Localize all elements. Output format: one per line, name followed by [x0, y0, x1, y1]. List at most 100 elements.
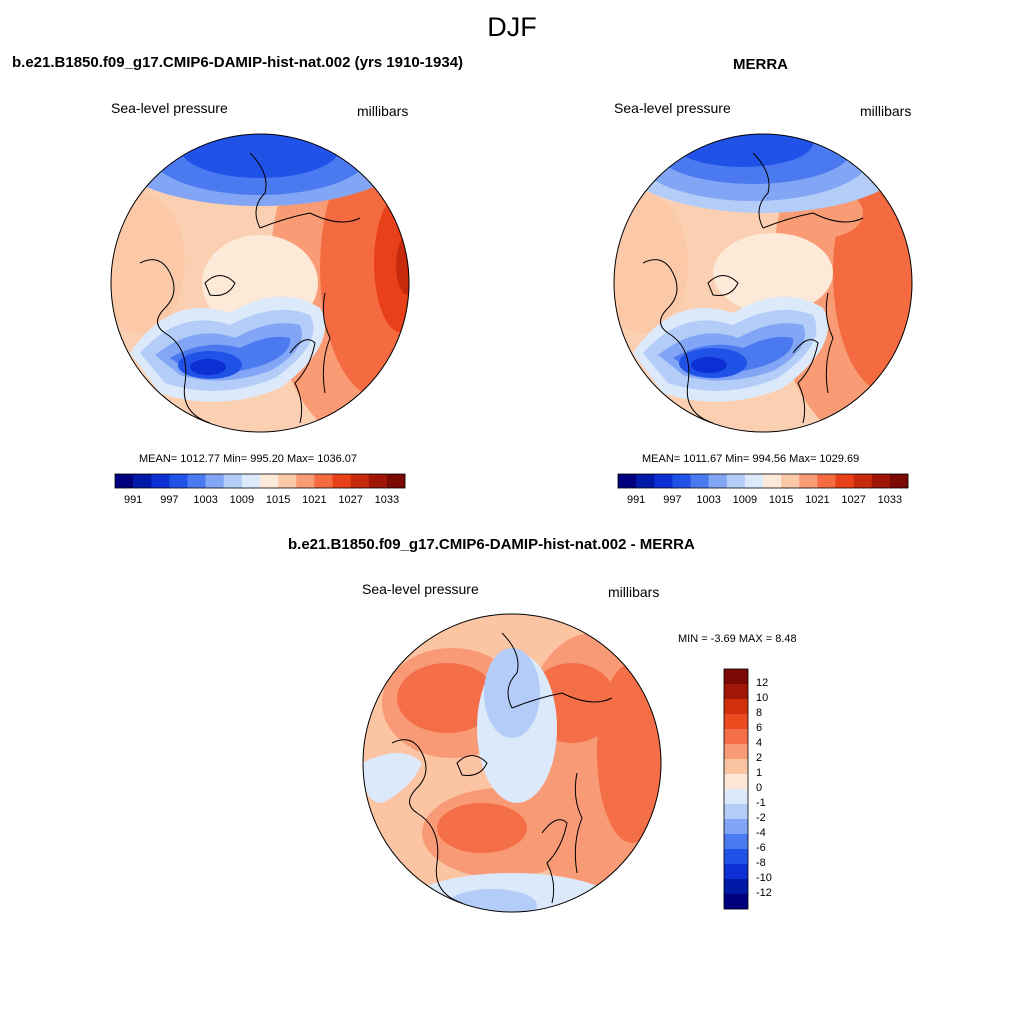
obs-units-label: millibars — [860, 103, 912, 119]
obs-colorbar-tick: 1033 — [877, 494, 903, 506]
obs-colorbar-tick: 1015 — [768, 494, 794, 506]
diff-colorbar-box — [724, 879, 748, 895]
model-colorbar-box — [260, 474, 279, 488]
model-colorbar-box — [223, 474, 243, 488]
obs-colorbar-box — [726, 474, 746, 488]
diff-colorbar-tick: 2 — [756, 752, 763, 764]
model-colorbar-frame — [114, 473, 406, 489]
obs-colorbar-box — [654, 474, 673, 488]
diff-colorbar-tick: -10 — [756, 872, 772, 884]
model-colorbar-tick: 1009 — [229, 494, 255, 506]
diff-colorbar-tick: 4 — [756, 737, 763, 749]
diff-colorbar-tick: 10 — [756, 692, 769, 704]
diff-colorbar-frame — [723, 668, 749, 910]
model-colorbar-box — [205, 474, 225, 488]
diff-colorbar-box — [724, 699, 748, 715]
model-colorbar-ticks: 991 997 1003 1009 1015 1021 1027 1033 — [115, 494, 405, 508]
obs-stats: MEAN= 1011.67 Min= 994.56 Max= 1029.69 — [642, 453, 860, 465]
model-colorbar-tick: 997 — [160, 494, 179, 506]
diff-colorbar-box — [724, 669, 748, 685]
diff-colorbar-box — [724, 789, 748, 805]
diff-colorbar-box — [724, 759, 748, 775]
diff-colorbar-tick: -2 — [756, 812, 766, 824]
obs-colorbar-box — [763, 474, 782, 488]
diff-colorbar-box — [724, 804, 748, 820]
model-colorbar-tick: 1015 — [265, 494, 291, 506]
obs-colorbar-box — [799, 474, 818, 488]
obs-colorbar-box — [708, 474, 728, 488]
diff-stats: MIN = -3.69 MAX = 8.48 — [678, 633, 797, 645]
diff-colorbar-box — [724, 714, 748, 730]
diff-colorbar-tick: 6 — [756, 722, 763, 734]
model-colorbar-box — [296, 474, 315, 488]
model-colorbar-box — [169, 474, 188, 488]
diff-colorbar-box — [724, 864, 748, 880]
obs-colorbar-box — [781, 474, 800, 488]
diff-variable-label: Sea-level pressure — [362, 581, 479, 597]
obs-colorbar-box — [618, 474, 637, 488]
season-title: DJF — [487, 12, 537, 42]
model-units-label: millibars — [357, 103, 409, 119]
obs-colorbar-box — [853, 474, 873, 488]
diff-colorbar-tick: -12 — [756, 887, 772, 899]
obs-colorbar-tick: 1021 — [805, 494, 830, 506]
model-variable-label: Sea-level pressure — [111, 100, 228, 116]
diff-colorbar-box — [724, 774, 748, 790]
model-colorbar-box — [133, 474, 152, 488]
obs-colorbar-frame — [617, 473, 909, 489]
diff-colorbar-tick: 8 — [756, 707, 763, 719]
diff-colorbar-box — [724, 819, 748, 835]
model-colorbar-box — [241, 474, 261, 488]
obs-variable-label: Sea-level pressure — [614, 100, 731, 116]
obs-colorbar-ticks: 991 997 1003 1009 1015 1021 1027 1033 — [618, 494, 908, 508]
diff-colorbar-box — [724, 744, 748, 760]
model-colorbar-box — [368, 474, 388, 488]
diff-colorbar-box — [724, 849, 748, 865]
obs-colorbar-box — [744, 474, 764, 488]
diff-colorbar-box — [724, 894, 748, 910]
obs-panel-title: MERRA — [733, 56, 788, 73]
diff-colorbar-box — [724, 684, 748, 700]
obs-colorbar-box — [636, 474, 655, 488]
diff-colorbar-tick: -4 — [756, 827, 766, 839]
diff-colorbar-box — [724, 729, 748, 745]
model-colorbar — [114, 473, 406, 489]
diff-colorbar-tick: -1 — [756, 797, 766, 809]
obs-colorbar-tick: 991 — [626, 494, 646, 506]
diff-colorbar-tick: 0 — [756, 782, 763, 794]
model-colorbar-box — [278, 474, 297, 488]
model-colorbar-box — [350, 474, 370, 488]
obs-colorbar-box — [835, 474, 854, 488]
obs-colorbar-box — [889, 474, 909, 488]
model-colorbar-box — [314, 474, 333, 488]
model-colorbar-tick: 1033 — [374, 494, 400, 506]
diff-colorbar-ticks: 12 10 8 6 4 2 1 0 -1 -2 -4 -6 -8 -10 -12 — [756, 669, 796, 909]
obs-colorbar-box — [817, 474, 836, 488]
obs-colorbar-box — [871, 474, 891, 488]
diff-slp-map — [362, 613, 662, 913]
model-colorbar-tick: 1027 — [338, 494, 363, 506]
obs-colorbar-tick: 997 — [663, 494, 682, 506]
diff-units-label: millibars — [608, 584, 660, 600]
model-colorbar-box — [187, 474, 206, 488]
model-colorbar-box — [151, 474, 170, 488]
obs-colorbar-tick: 1027 — [841, 494, 866, 506]
obs-slp-map — [613, 133, 913, 433]
obs-colorbar-box — [672, 474, 691, 488]
obs-colorbar-tick: 1009 — [732, 494, 758, 506]
diff-colorbar-tick: -8 — [756, 857, 766, 869]
obs-colorbar — [617, 473, 909, 489]
model-slp-map — [110, 133, 410, 433]
model-panel-title: b.e21.B1850.f09_g17.CMIP6-DAMIP-hist-nat… — [12, 54, 464, 71]
model-colorbar-tick: 991 — [123, 494, 143, 506]
model-colorbar-tick: 1003 — [193, 494, 218, 506]
obs-colorbar-box — [690, 474, 709, 488]
diff-colorbar-box — [724, 834, 748, 850]
diff-colorbar-tick: 12 — [756, 677, 769, 689]
model-colorbar-box — [115, 474, 134, 488]
model-colorbar-box — [332, 474, 351, 488]
model-colorbar-box — [386, 474, 406, 488]
diff-panel-title: b.e21.B1850.f09_g17.CMIP6-DAMIP-hist-nat… — [288, 536, 695, 553]
model-stats: MEAN= 1012.77 Min= 995.20 Max= 1036.07 — [139, 453, 358, 465]
diff-colorbar-tick: 1 — [756, 767, 763, 779]
